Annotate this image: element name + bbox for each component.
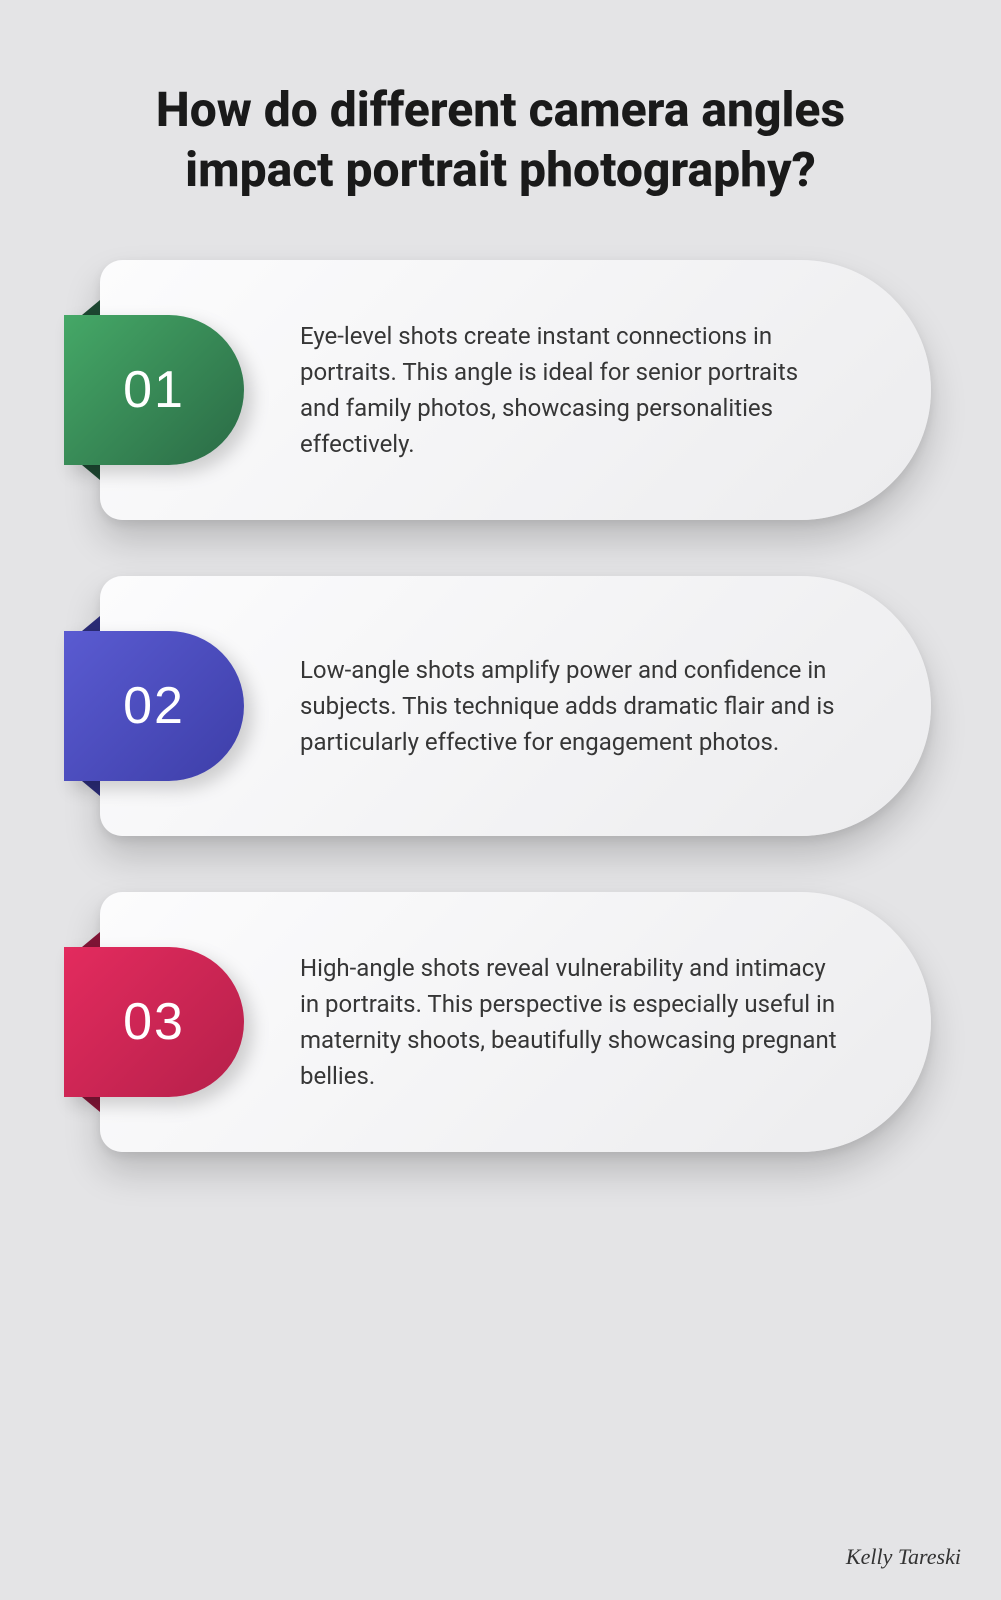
info-card: 01 Eye-level shots create instant connec… [100, 260, 931, 520]
badge-number: 02 [123, 676, 185, 736]
signature-text: Kelly Tareski [846, 1544, 961, 1570]
number-badge: 02 [64, 631, 244, 781]
badge-wrap: 02 [64, 631, 244, 781]
cards-container: 01 Eye-level shots create instant connec… [0, 260, 1001, 1152]
page-title: How do different camera angles impact po… [0, 0, 1001, 260]
info-card: 03 High-angle shots reveal vulnerability… [100, 892, 931, 1152]
info-card: 02 Low-angle shots amplify power and con… [100, 576, 931, 836]
number-badge: 01 [64, 315, 244, 465]
badge-number: 01 [123, 360, 185, 420]
badge-wrap: 01 [64, 315, 244, 465]
card-text: Eye-level shots create instant connectio… [300, 318, 841, 462]
card-text: High-angle shots reveal vulnerability an… [300, 950, 841, 1094]
number-badge: 03 [64, 947, 244, 1097]
badge-number: 03 [123, 992, 185, 1052]
badge-wrap: 03 [64, 947, 244, 1097]
card-text: Low-angle shots amplify power and confid… [300, 652, 841, 760]
